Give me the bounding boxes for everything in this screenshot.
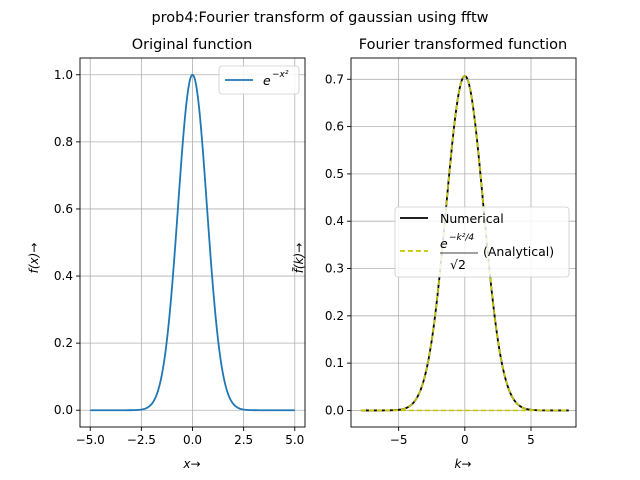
left-y-tick-label: 0.4 xyxy=(54,269,73,283)
right-y-tick-label: 0.2 xyxy=(325,309,344,323)
right-y-tick-label: 0.0 xyxy=(325,403,344,417)
left-legend-box xyxy=(218,65,300,95)
left-y-tick-label: 0.8 xyxy=(54,135,73,149)
right-y-tick-label: 0.5 xyxy=(325,167,344,181)
left-x-tick-label: −5.0 xyxy=(76,433,105,447)
left-legend: e −x² xyxy=(218,65,300,95)
right-x-tick-label: 0 xyxy=(461,433,469,447)
legend-label-gaussian-exponent: −x² xyxy=(272,70,289,80)
left-subplot: Original function −5.0 −2.5 0.0 2.5 5.0 0.0 0.… xyxy=(27,37,306,471)
right-legend: Numerical e −k²/4 √2 (Analytical) xyxy=(394,206,570,278)
left-x-tick-label: −2.5 xyxy=(127,433,156,447)
right-ticks: −5 0 5 0.0 0.1 0.2 0.3 0.4 0.5 0.6 0.7 xyxy=(325,72,535,447)
left-y-tick-label: 0.2 xyxy=(54,336,73,350)
legend-analytical-denominator: √2 xyxy=(450,257,466,272)
left-grid xyxy=(80,58,305,427)
legend-analytical-numerator-exponent: −k²/4 xyxy=(449,233,474,243)
legend-label-analytical: (Analytical) xyxy=(483,244,554,259)
left-x-axis-label: x→ xyxy=(182,457,200,471)
left-series-line-0 xyxy=(89,73,296,412)
right-y-tick-label: 0.6 xyxy=(325,120,344,134)
left-y-tick-label: 0.0 xyxy=(54,403,73,417)
left-series-group xyxy=(89,73,296,412)
legend-label-numerical: Numerical xyxy=(440,211,504,226)
right-series-group xyxy=(360,75,570,412)
right-y-tick-label: 0.4 xyxy=(325,214,344,228)
left-x-tick-label: 5.0 xyxy=(285,433,304,447)
right-y-tick-label: 0.1 xyxy=(325,356,344,370)
left-x-tick-label: 0.0 xyxy=(183,433,202,447)
right-plot-title: Fourier transformed function xyxy=(359,37,567,53)
right-y-tick-label: 0.7 xyxy=(325,72,344,86)
right-x-tick-label: −5 xyxy=(390,433,408,447)
right-y-axis-label: f̃(k)→ xyxy=(292,243,306,274)
left-y-axis-label: f(x)→ xyxy=(27,243,41,274)
legend-analytical-numerator-base: e xyxy=(440,236,448,251)
right-subplot: Fourier transformed function −5 0 5 0.0 0.1 0… xyxy=(292,37,577,471)
right-y-tick-label: 0.3 xyxy=(325,262,344,276)
right-x-tick-label: 5 xyxy=(527,433,535,447)
left-x-tick-label: 2.5 xyxy=(234,433,253,447)
figure-suptitle: prob4:Fourier transform of gaussian usin… xyxy=(151,10,488,26)
right-axes-frame xyxy=(350,57,577,428)
left-y-tick-label: 1.0 xyxy=(54,68,73,82)
left-y-tick-label: 0.6 xyxy=(54,202,73,216)
left-plot-title: Original function xyxy=(132,37,253,53)
left-ticks: −5.0 −2.5 0.0 2.5 5.0 0.0 0.2 0.4 0.6 0.8 1.0 xyxy=(54,68,304,447)
right-x-axis-label: k→ xyxy=(454,457,471,471)
right-legend-box xyxy=(394,206,570,278)
legend-label-gaussian: e xyxy=(263,73,271,88)
